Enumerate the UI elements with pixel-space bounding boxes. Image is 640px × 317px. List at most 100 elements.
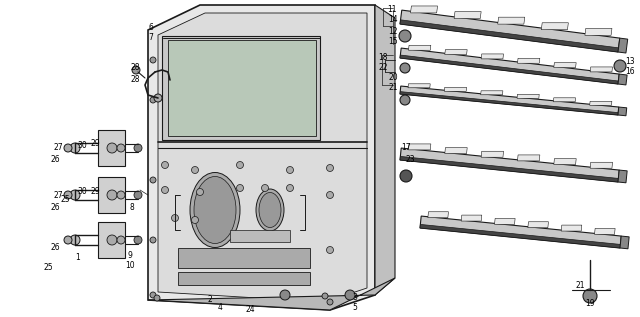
Ellipse shape [256, 189, 284, 231]
Text: 24: 24 [245, 306, 255, 314]
Polygon shape [178, 248, 310, 268]
Polygon shape [98, 222, 125, 258]
Text: 26: 26 [50, 243, 60, 253]
Polygon shape [541, 23, 568, 30]
Polygon shape [148, 5, 375, 310]
Circle shape [345, 290, 355, 300]
Polygon shape [400, 156, 618, 182]
Circle shape [154, 295, 160, 301]
Text: 2: 2 [207, 295, 212, 305]
Text: 21: 21 [388, 83, 397, 93]
Polygon shape [428, 212, 449, 218]
Text: 1: 1 [76, 254, 81, 262]
Polygon shape [230, 230, 290, 242]
Circle shape [64, 191, 72, 199]
Circle shape [326, 247, 333, 254]
Circle shape [237, 184, 243, 191]
Polygon shape [554, 98, 575, 102]
Polygon shape [481, 91, 503, 95]
Polygon shape [620, 236, 629, 249]
Circle shape [262, 184, 269, 191]
Polygon shape [517, 94, 540, 98]
Polygon shape [158, 13, 367, 302]
Polygon shape [590, 67, 612, 72]
Text: 6: 6 [148, 23, 154, 33]
Text: 3: 3 [353, 294, 357, 302]
Polygon shape [162, 36, 320, 140]
Polygon shape [400, 86, 619, 115]
Text: 23: 23 [405, 156, 415, 165]
Polygon shape [454, 12, 481, 18]
Polygon shape [445, 49, 467, 55]
Circle shape [399, 30, 411, 42]
Text: 27: 27 [53, 191, 63, 200]
Text: 5: 5 [353, 303, 357, 313]
Polygon shape [528, 222, 548, 228]
Polygon shape [408, 45, 431, 50]
Circle shape [107, 235, 117, 245]
Polygon shape [498, 17, 525, 24]
Circle shape [327, 299, 333, 305]
Polygon shape [554, 158, 576, 165]
Circle shape [326, 165, 333, 171]
Text: 30: 30 [77, 187, 87, 197]
Circle shape [70, 143, 80, 153]
Text: 20: 20 [388, 74, 398, 82]
Polygon shape [400, 148, 620, 182]
Polygon shape [495, 218, 515, 224]
Polygon shape [444, 87, 467, 91]
Text: 26: 26 [50, 204, 60, 212]
Polygon shape [585, 28, 612, 35]
Circle shape [107, 190, 117, 200]
Text: 28: 28 [131, 63, 140, 73]
Polygon shape [590, 162, 612, 168]
Polygon shape [554, 62, 576, 68]
Text: 29: 29 [90, 187, 100, 197]
Text: 25: 25 [60, 196, 70, 204]
Polygon shape [400, 48, 619, 84]
Circle shape [154, 94, 162, 102]
Text: 18: 18 [378, 54, 388, 62]
Circle shape [134, 236, 142, 244]
Polygon shape [618, 107, 627, 116]
Circle shape [172, 215, 179, 222]
Polygon shape [400, 20, 618, 52]
Circle shape [70, 190, 80, 200]
Text: 28: 28 [131, 75, 140, 85]
Circle shape [280, 290, 290, 300]
Circle shape [134, 191, 142, 199]
Polygon shape [375, 5, 395, 295]
Polygon shape [595, 229, 615, 234]
Text: 14: 14 [388, 15, 398, 23]
Polygon shape [518, 58, 540, 63]
Circle shape [117, 191, 125, 199]
Circle shape [150, 292, 156, 298]
Circle shape [400, 95, 410, 105]
Polygon shape [168, 40, 316, 136]
Text: 17: 17 [401, 144, 411, 152]
Circle shape [150, 97, 156, 103]
Polygon shape [461, 215, 482, 221]
Ellipse shape [190, 172, 240, 248]
Polygon shape [420, 224, 620, 248]
Circle shape [150, 237, 156, 243]
Circle shape [287, 166, 294, 173]
Text: 8: 8 [130, 204, 134, 212]
Circle shape [64, 236, 72, 244]
Ellipse shape [259, 192, 281, 228]
Polygon shape [98, 177, 125, 213]
Polygon shape [420, 216, 621, 248]
Circle shape [326, 191, 333, 198]
Text: 15: 15 [388, 36, 398, 46]
Circle shape [150, 57, 156, 63]
Circle shape [237, 161, 243, 169]
Circle shape [161, 186, 168, 193]
Circle shape [614, 60, 626, 72]
Circle shape [191, 166, 198, 173]
Polygon shape [561, 225, 582, 231]
Text: 29: 29 [90, 139, 100, 147]
Text: 13: 13 [625, 57, 635, 67]
Polygon shape [589, 101, 612, 105]
Circle shape [70, 235, 80, 245]
Polygon shape [400, 92, 618, 115]
